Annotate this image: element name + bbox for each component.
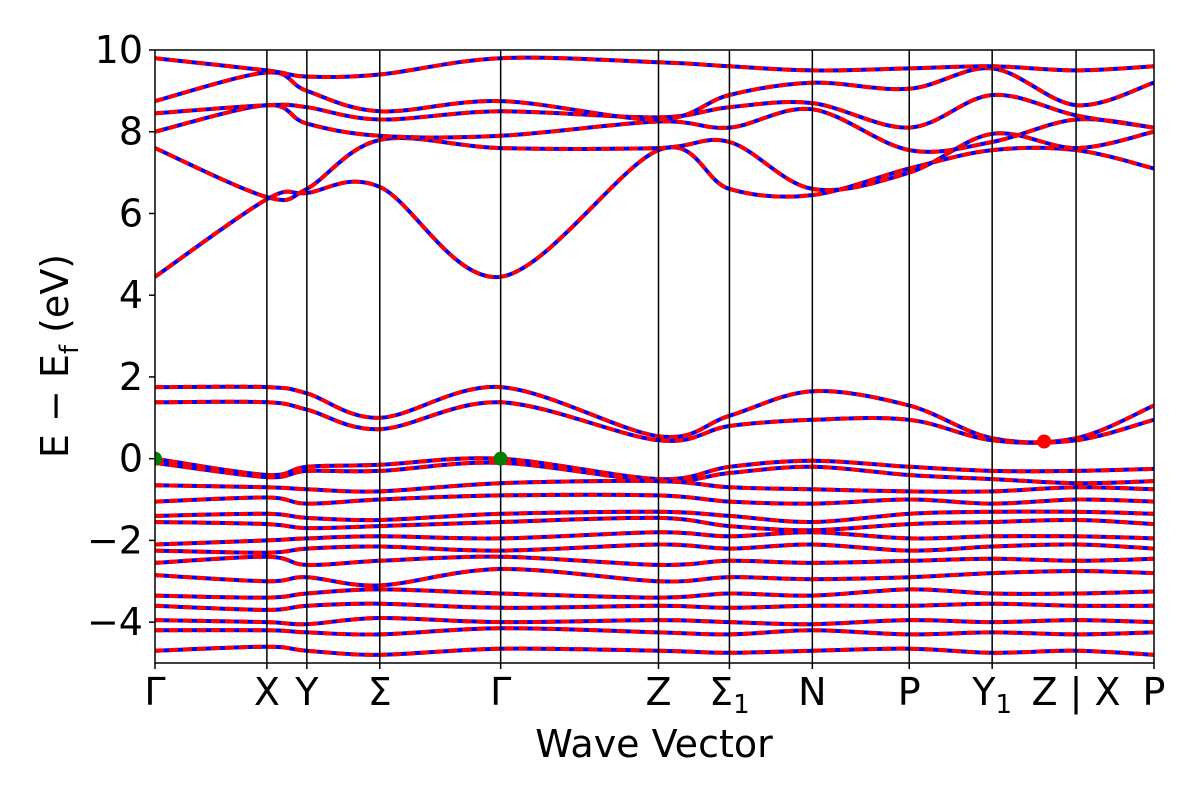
x-tick-label-main-8: P [898,670,921,714]
x-tick-label-sub-9: 1 [995,690,1012,720]
band-spin-down-5 [155,492,1154,506]
y-tick-label-6: 8 [119,110,143,154]
y-tick-label-2: 0 [119,437,143,481]
x-tick-label-9: Y1 [971,670,1012,720]
x-axis-label: Wave Vector [535,722,773,766]
band-spin-up-16 [155,644,1154,657]
plot-frame [154,49,1155,664]
x-tick-label-11: P [1143,670,1166,714]
vbm-marker-0 [155,451,162,466]
band-edge-markers [155,434,1052,466]
band-spin-down-7 [155,515,1154,533]
band-spin-down-19 [155,103,1154,154]
y-tick-label-1: −2 [87,518,143,562]
bands-layer [155,55,1154,657]
band-spin-up-2 [155,456,1154,482]
band-spin-up-13 [155,601,1154,612]
y-axis-ticks: −4 −2 0 2 4 6 8 10 [87,28,155,644]
band-spin-up-0 [155,384,1154,445]
y-tick-label-3: 2 [119,355,143,399]
y-tick-label-0: −4 [87,600,143,644]
x-tick-label-main-2: Y [294,670,319,714]
x-tick-label-3: Σ [368,670,392,714]
band-spin-up-5 [155,492,1154,506]
x-tick-label-main-11: P [1143,670,1166,714]
band-spin-down-17 [155,145,1154,279]
y-axis-label-main: E − E [33,354,77,458]
x-tick-label-main-7: N [798,670,826,714]
band-spin-down-8 [155,530,1154,547]
band-spin-up-4 [155,478,1154,494]
y-tick-label-5: 6 [119,191,143,235]
x-tick-label-main-1: X [254,670,280,714]
x-tick-label-6: Σ1 [709,670,750,720]
cbm-marker-0 [1037,434,1052,449]
x-tick-label-main-3: Σ [368,670,392,714]
x-tick-label-0: Γ [144,670,165,714]
x-tick-label-8: P [898,670,921,714]
band-spin-up-10 [155,554,1154,567]
y-tick-label-4: 4 [119,273,143,317]
band-spin-up-11 [155,566,1154,588]
y-axis-label-subscript: f [55,344,85,354]
x-tick-label-main-10: Z | X [1032,670,1121,715]
x-tick-label-1: X [254,670,280,714]
x-tick-label-main-6: Σ [709,670,733,714]
high-symmetry-lines [266,50,1077,663]
vbm-marker-1 [493,451,508,466]
y-axis-label-unit: (eV) [33,254,77,345]
x-tick-label-main-0: Γ [144,670,165,714]
band-spin-up-15 [155,626,1154,637]
y-tick-label-7: 10 [95,28,143,72]
x-tick-label-main-4: Γ [490,670,511,714]
x-tick-label-main-5: Z [645,670,671,714]
x-tick-label-sub-6: 1 [733,690,750,720]
y-axis-label: E − Ef (eV) [33,254,85,458]
band-spin-up-18 [155,129,1154,203]
band-spin-up-17 [155,145,1154,279]
x-tick-label-main-9: Y [971,670,996,714]
x-tick-label-5: Z [645,670,671,714]
x-tick-label-2: Y [294,670,319,714]
x-tick-label-10: Z | X [1032,670,1121,715]
band-spin-up-9 [155,542,1154,555]
band-spin-up-19 [155,103,1154,154]
x-tick-label-7: N [798,670,826,714]
band-spin-up-14 [155,615,1154,627]
band-spin-up-12 [155,587,1154,600]
band-spin-up-22 [155,55,1154,80]
x-tick-label-4: Γ [490,670,511,714]
